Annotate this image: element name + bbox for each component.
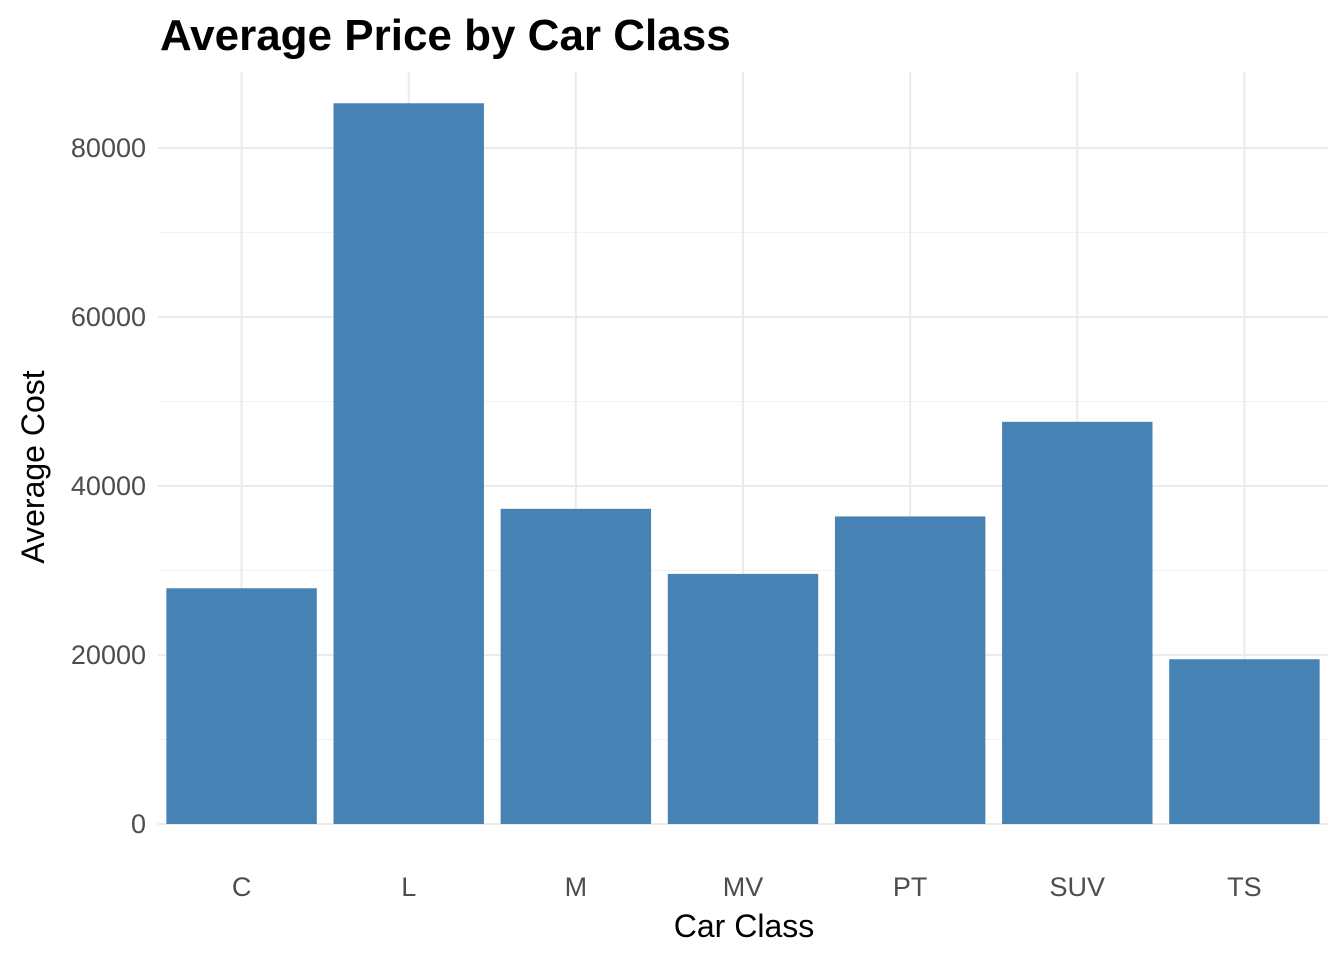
y-tick-label: 0 xyxy=(131,809,146,839)
x-tick-label: TS xyxy=(1227,872,1262,902)
bar-mv xyxy=(667,573,819,824)
y-tick-label: 20000 xyxy=(71,640,146,670)
bar-ts xyxy=(1169,659,1320,824)
bar-l xyxy=(333,103,484,824)
y-tick-label: 60000 xyxy=(71,302,146,332)
bar-pt xyxy=(834,516,986,824)
x-tick-label: SUV xyxy=(1050,872,1106,902)
y-axis-ticks: 0 20000 40000 60000 80000 xyxy=(71,133,146,839)
bar-m xyxy=(500,508,652,824)
x-axis-title: Car Class xyxy=(674,908,814,944)
x-axis-ticks: C L M MV PT SUV TS xyxy=(232,872,1262,902)
y-axis-title: Average Cost xyxy=(15,370,51,563)
x-tick-label: C xyxy=(232,872,252,902)
bars xyxy=(166,103,1320,824)
x-tick-label: MV xyxy=(723,872,764,902)
x-tick-label: L xyxy=(401,872,416,902)
x-tick-label: M xyxy=(565,872,588,902)
y-tick-label: 40000 xyxy=(71,471,146,501)
bar-c xyxy=(166,588,317,824)
chart-title: Average Price by Car Class xyxy=(160,11,731,60)
bar-suv xyxy=(1002,421,1153,824)
x-tick-label: PT xyxy=(893,872,928,902)
y-tick-label: 80000 xyxy=(71,133,146,163)
